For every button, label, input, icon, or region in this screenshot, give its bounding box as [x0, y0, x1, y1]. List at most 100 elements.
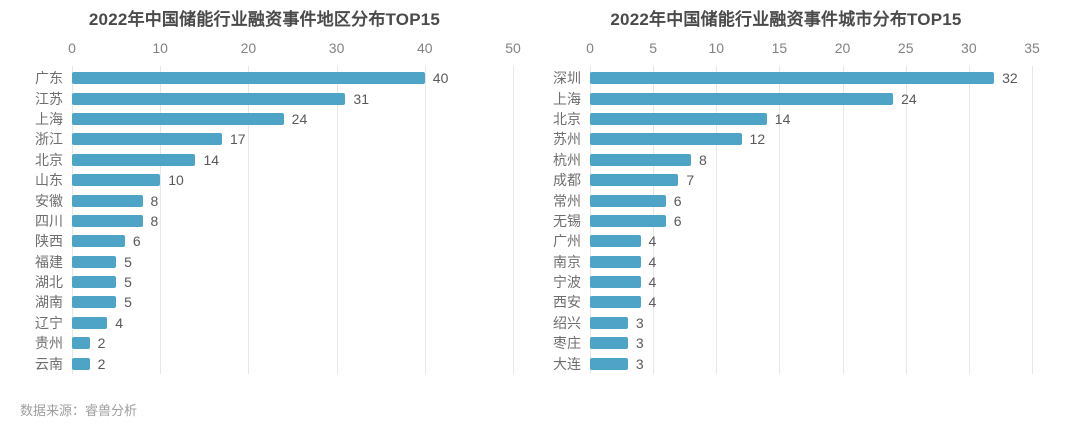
bar: [590, 235, 641, 248]
bar-row: 成都 7: [540, 170, 1032, 190]
bar-area: 7: [590, 170, 1032, 190]
bar-area: 8: [72, 190, 513, 210]
bar-area: 4: [72, 313, 513, 333]
bar: [590, 112, 767, 125]
bar: [590, 153, 692, 166]
category-label: 深圳: [553, 70, 581, 87]
bar: [590, 194, 666, 207]
bar-area: 4: [590, 231, 1032, 251]
bar: [72, 316, 108, 329]
bar: [72, 92, 346, 105]
x-tick-label: 40: [417, 40, 433, 56]
value-label: 5: [124, 274, 132, 291]
gridline: [842, 66, 844, 374]
bar-row: 安徽 8: [16, 190, 513, 210]
category-label: 上海: [553, 90, 581, 107]
plot-area: 深圳 32 上海 24 北京 14 苏州 12 杭州 8 成都 7 常州 6 无锡 6 广州 4 南京 4 宁波 4 西安 4…: [540, 66, 1033, 374]
bar: [590, 316, 628, 329]
value-label: 8: [699, 151, 707, 168]
bar: [590, 357, 628, 370]
bar: [72, 337, 90, 350]
bar: [72, 112, 284, 125]
bar-area: 24: [590, 88, 1032, 108]
bar-area: 14: [590, 109, 1032, 129]
bar-row: 枣庄 3: [540, 333, 1032, 353]
value-label: 5: [124, 253, 132, 270]
category-label: 宁波: [553, 274, 581, 291]
bar: [72, 255, 117, 268]
data-source-note: 数据来源：睿兽分析: [20, 403, 138, 418]
value-label: 10: [168, 172, 184, 189]
value-label: 6: [673, 192, 682, 209]
bar-row: 北京 14: [540, 109, 1032, 129]
bar-row: 南京 4: [540, 252, 1032, 272]
category-label: 南京: [553, 253, 581, 270]
category-label: 苏州: [553, 131, 581, 148]
value-label: 3: [635, 314, 644, 331]
x-tick-label: 20: [240, 40, 257, 56]
bar-area: 5: [72, 272, 513, 292]
gridline: [336, 66, 338, 374]
category-label: 北京: [553, 110, 581, 127]
x-tick-label: 25: [897, 40, 914, 56]
bar-row: 西安 4: [540, 292, 1032, 312]
x-tick-label: 50: [505, 40, 521, 56]
value-label: 4: [648, 294, 657, 311]
gridline: [905, 66, 907, 374]
category-label: 湖北: [35, 274, 63, 291]
bar-row: 苏州 12: [540, 129, 1032, 149]
bar: [590, 214, 666, 227]
category-label: 山东: [35, 172, 63, 189]
value-label: 24: [291, 110, 308, 127]
value-label: 2: [97, 335, 106, 352]
bar-row: 北京 14: [16, 150, 513, 170]
x-tick-label: 0: [68, 40, 76, 56]
bar: [72, 214, 143, 227]
category-label: 湖南: [35, 294, 63, 311]
category-label: 西安: [553, 294, 581, 311]
x-axis: 0 10 20 30 40 50: [68, 38, 521, 58]
bar: [590, 92, 894, 105]
bar: [72, 357, 90, 370]
bar-area: 3: [590, 333, 1032, 353]
bar-area: 6: [590, 190, 1032, 210]
bar-area: 2: [72, 333, 513, 353]
value-label: 3: [635, 355, 644, 372]
category-label: 浙江: [35, 131, 63, 148]
bar-area: 2: [72, 353, 513, 373]
bar: [72, 276, 117, 289]
bar-row: 深圳 32: [540, 68, 1032, 88]
bar-row: 贵州 2: [16, 333, 513, 353]
bar: [72, 194, 143, 207]
value-label: 40: [432, 70, 449, 87]
bar-row: 绍兴 3: [540, 313, 1032, 333]
bar-area: 4: [590, 272, 1032, 292]
bar-area: 5: [72, 252, 513, 272]
category-label: 杭州: [553, 151, 581, 168]
category-label: 辽宁: [35, 314, 63, 331]
value-label: 3: [635, 335, 644, 352]
bar: [72, 72, 425, 85]
category-label: 北京: [35, 151, 63, 168]
bar-area: 12: [590, 129, 1032, 149]
gridline: [968, 66, 970, 374]
bar-row: 广州 4: [540, 231, 1032, 251]
value-label: 4: [648, 253, 657, 270]
bar-area: 8: [72, 211, 513, 231]
x-tick-label: 15: [771, 40, 788, 56]
bar: [590, 255, 641, 268]
bar-area: 6: [590, 211, 1032, 231]
value-label: 4: [115, 314, 124, 331]
value-label: 5: [124, 294, 132, 311]
category-label: 陕西: [35, 233, 63, 250]
bar: [590, 174, 679, 187]
bar-area: 5: [72, 292, 513, 312]
bar-area: 8: [590, 150, 1032, 170]
value-label: 4: [648, 274, 657, 291]
bar: [590, 337, 628, 350]
bar-row: 无锡 6: [540, 211, 1032, 231]
category-label: 贵州: [35, 335, 63, 352]
chart-title: 2022年中国储能行业融资事件城市分布TOP15: [610, 10, 962, 29]
bar-area: 40: [72, 68, 513, 88]
value-label: 14: [774, 110, 791, 127]
